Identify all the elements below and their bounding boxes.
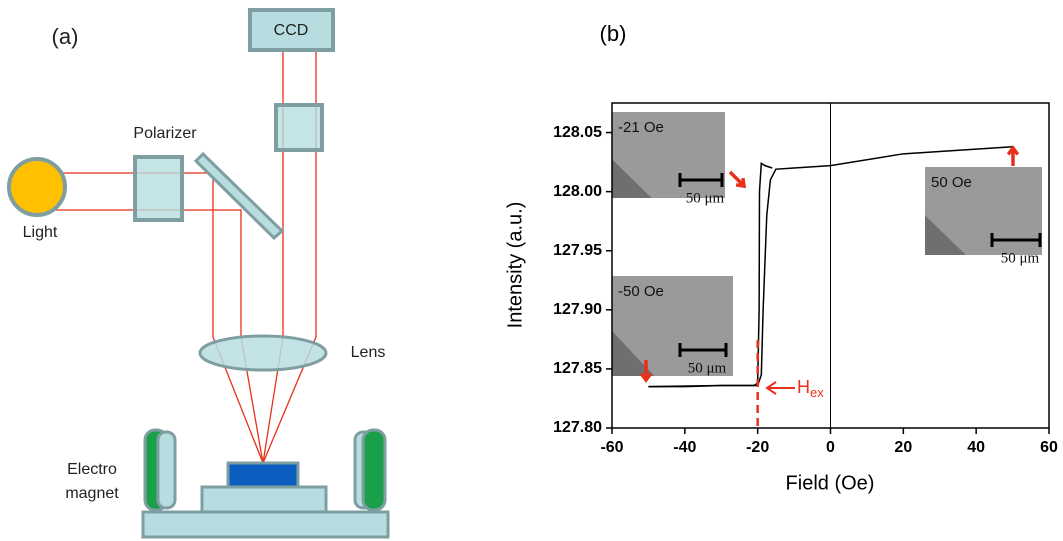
- inset-domain: [925, 215, 966, 255]
- scale-label: 50 μm: [1001, 250, 1040, 266]
- x-tick-label: 20: [894, 439, 912, 456]
- inset-label: -50 Oe: [618, 283, 664, 300]
- y-tick-label: 127.85: [553, 360, 602, 377]
- y-tick-label: 128.05: [553, 124, 602, 141]
- inset-label: 50 Oe: [931, 174, 972, 191]
- pointer-arrowhead: [735, 177, 747, 189]
- x-axis-label: Field (Oe): [786, 472, 875, 494]
- annotation-text: H: [797, 377, 810, 397]
- magnet-label: Electro: [67, 461, 117, 478]
- pointer-arrowhead: [1006, 145, 1020, 156]
- panel-label: (b): [600, 21, 627, 46]
- base: [141, 510, 390, 539]
- stage: [200, 485, 328, 514]
- sample: [226, 461, 300, 489]
- magnet-right: [353, 428, 387, 512]
- polarizer-label: Polarizer: [133, 125, 197, 142]
- x-tick-label: 0: [826, 439, 835, 456]
- annotation-arrowhead: [765, 381, 777, 395]
- polarizer: [133, 155, 184, 222]
- lens-label: Lens: [351, 344, 386, 361]
- beam-splitter: [193, 151, 285, 241]
- y-tick-label: 128.00: [553, 183, 602, 200]
- magnet-left: [143, 428, 177, 512]
- ccd-label: CCD: [274, 22, 309, 39]
- analyzer: [274, 103, 324, 152]
- annotation-subscript: ex: [810, 385, 824, 400]
- y-tick-label: 127.90: [553, 301, 602, 318]
- inset-label: -21 Oe: [618, 119, 664, 136]
- x-tick-label: -60: [600, 439, 623, 456]
- inset-domain: [612, 331, 655, 376]
- x-tick-label: -20: [746, 439, 769, 456]
- x-tick-label: 60: [1040, 439, 1058, 456]
- pointer-arrow: [728, 170, 746, 188]
- ccd-box: [248, 8, 335, 52]
- panel-label: (a): [52, 24, 79, 49]
- chart: (b) Field (Oe) Intensity (a.u.) -21 Oe 50…: [504, 21, 1058, 494]
- y-tick-label: 127.80: [553, 419, 602, 436]
- x-tick-label: 40: [967, 439, 985, 456]
- magnet-label: magnet: [65, 485, 119, 502]
- y-axis-label: Intensity (a.u.): [504, 202, 526, 329]
- setup-diagram: (a) CCD Polarizer Light Lens Electro mag…: [7, 8, 390, 539]
- y-tick-label: 127.95: [553, 242, 602, 259]
- light-source: [7, 157, 67, 217]
- inset-domain: [612, 159, 652, 198]
- pointer-arrowhead: [639, 372, 653, 383]
- light-label: Light: [23, 224, 58, 241]
- lens: [198, 334, 328, 372]
- scale-label: 50 μm: [688, 360, 727, 376]
- annotation-label: Hex: [797, 377, 824, 401]
- scale-label: 50 μm: [686, 190, 725, 206]
- x-tick-label: -40: [673, 439, 696, 456]
